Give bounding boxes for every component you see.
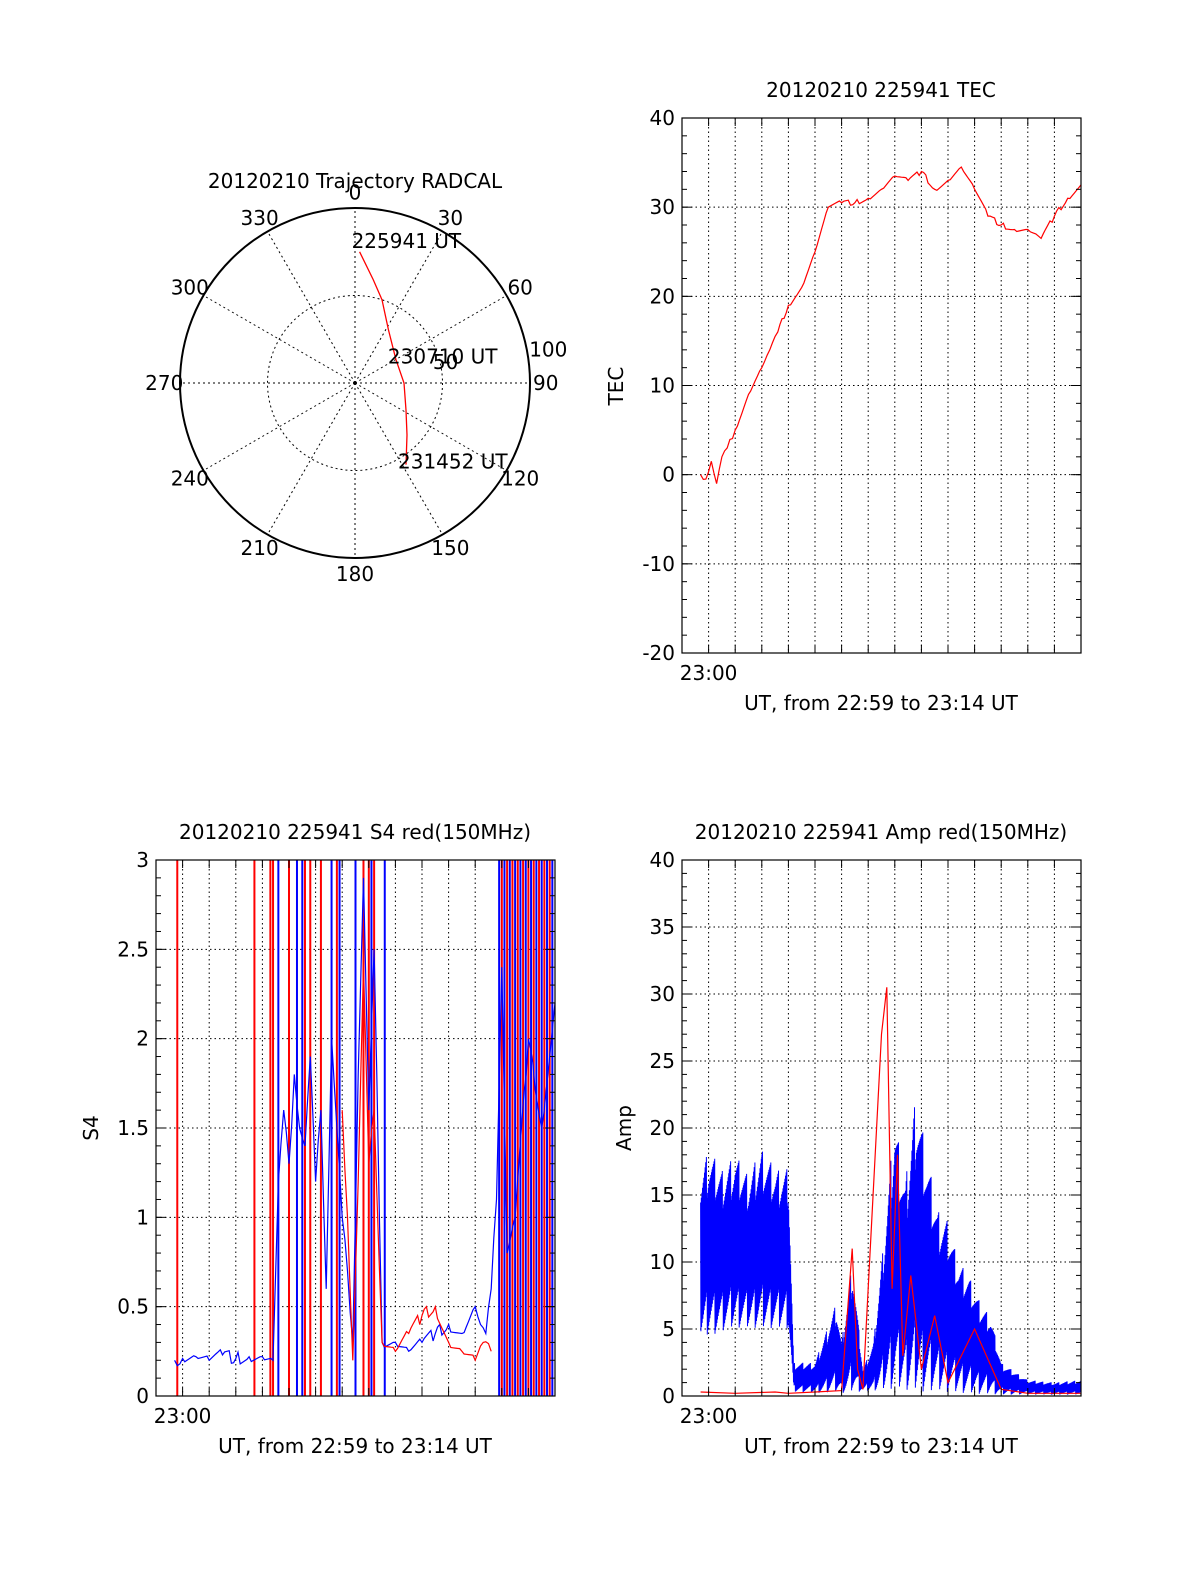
polar-angle-label: 150 bbox=[431, 536, 469, 560]
s4-chart: 20120210 225941 S4 red(150MHz) 0 0.5 1 1.5 2… bbox=[79, 820, 556, 1458]
x-tick-label: 23:00 bbox=[154, 1404, 212, 1428]
polar-time-annotation: 225941 UT bbox=[352, 229, 462, 253]
polar-spoke bbox=[354, 382, 443, 535]
polar-inner-ring bbox=[267, 295, 443, 471]
tec-chart: 20120210 225941 TEC -20 -10 0 10 20 30 40 23:00… bbox=[604, 78, 1082, 715]
tec-ylabel: TEC bbox=[604, 367, 628, 407]
polar-time-annotation: 231452 UT bbox=[398, 450, 508, 474]
y-tick-label: 0.5 bbox=[117, 1295, 149, 1319]
y-tick-label: 0 bbox=[662, 1384, 675, 1408]
y-tick-label: 20 bbox=[650, 1116, 675, 1140]
y-tick-label: -10 bbox=[642, 552, 675, 576]
y-tick-label: 25 bbox=[650, 1049, 675, 1073]
y-tick-label: 2 bbox=[136, 1027, 149, 1051]
y-tick-label: 1 bbox=[136, 1205, 149, 1229]
s4-xlabel: UT, from 22:59 to 23:14 UT bbox=[218, 1434, 493, 1458]
y-tick-label: 20 bbox=[650, 284, 675, 308]
polar-spoke bbox=[267, 231, 356, 384]
polar-spoke bbox=[203, 295, 356, 384]
polar-angle-label: 60 bbox=[507, 276, 532, 300]
polar-angle-label: 120 bbox=[501, 466, 539, 490]
polar-angle-label: 300 bbox=[171, 276, 209, 300]
y-tick-label: 35 bbox=[650, 915, 675, 939]
polar-spoke bbox=[354, 295, 507, 384]
tec-series-line bbox=[700, 166, 1082, 484]
polar-angle-label: 30 bbox=[438, 206, 463, 230]
y-tick-label: -20 bbox=[642, 641, 675, 665]
y-tick-label: 30 bbox=[650, 982, 675, 1006]
polar-angle-label: 0 bbox=[349, 180, 362, 204]
polar-time-annotation: 230710 UT bbox=[388, 344, 498, 368]
polar-trajectory-line bbox=[359, 251, 408, 465]
tec-title: 20120210 225941 TEC bbox=[766, 78, 996, 102]
polar-radial-label: 50 bbox=[433, 350, 458, 374]
y-tick-label: 1.5 bbox=[117, 1116, 149, 1140]
polar-angle-label: 90 bbox=[533, 371, 558, 395]
s4-series-red bbox=[341, 967, 492, 1362]
y-tick-label: 10 bbox=[650, 1250, 675, 1274]
x-tick-label: 23:00 bbox=[680, 661, 738, 685]
y-tick-label: 2.5 bbox=[117, 937, 149, 961]
y-tick-label: 3 bbox=[136, 848, 149, 872]
s4-title: 20120210 225941 S4 red(150MHz) bbox=[179, 820, 531, 844]
polar-radial-label: 100 bbox=[529, 338, 567, 362]
polar-spoke bbox=[267, 382, 356, 535]
polar-angle-label: 330 bbox=[241, 206, 279, 230]
amp-series-blue bbox=[700, 1107, 1082, 1395]
amp-chart: 20120210 225941 Amp red(150MHz) 0 5 10 15 20… bbox=[612, 820, 1082, 1458]
polar-spoke bbox=[354, 382, 507, 471]
y-tick-label: 30 bbox=[650, 195, 675, 219]
s4-series-blue bbox=[174, 877, 556, 1367]
y-tick-label: 0 bbox=[136, 1384, 149, 1408]
polar-title: 20120210 Trajectory RADCAL bbox=[208, 169, 503, 193]
y-tick-label: 40 bbox=[650, 848, 675, 872]
tec-xlabel: UT, from 22:59 to 23:14 UT bbox=[744, 691, 1019, 715]
amp-series-red bbox=[700, 987, 1081, 1394]
y-tick-label: 0 bbox=[662, 463, 675, 487]
amp-title: 20120210 225941 Amp red(150MHz) bbox=[695, 820, 1067, 844]
y-tick-label: 5 bbox=[662, 1317, 675, 1341]
polar-angle-label: 210 bbox=[241, 536, 279, 560]
y-tick-label: 10 bbox=[650, 374, 675, 398]
amp-ylabel: Amp bbox=[612, 1105, 636, 1151]
y-tick-label: 15 bbox=[650, 1183, 675, 1207]
polar-angle-label: 240 bbox=[171, 466, 209, 490]
polar-angle-label: 180 bbox=[336, 562, 374, 586]
x-tick-label: 23:00 bbox=[680, 1404, 738, 1428]
y-tick-label: 40 bbox=[650, 106, 675, 130]
polar-spoke bbox=[354, 231, 443, 384]
polar-angle-label: 270 bbox=[145, 371, 183, 395]
s4-ylabel: S4 bbox=[79, 1115, 103, 1140]
polar-trajectory-chart: 20120210 Trajectory RADCAL 0 30 60 90 120 150… bbox=[145, 169, 567, 586]
polar-outer-ring bbox=[179, 207, 531, 559]
amp-xlabel: UT, from 22:59 to 23:14 UT bbox=[744, 1434, 1019, 1458]
polar-spoke bbox=[203, 382, 356, 471]
